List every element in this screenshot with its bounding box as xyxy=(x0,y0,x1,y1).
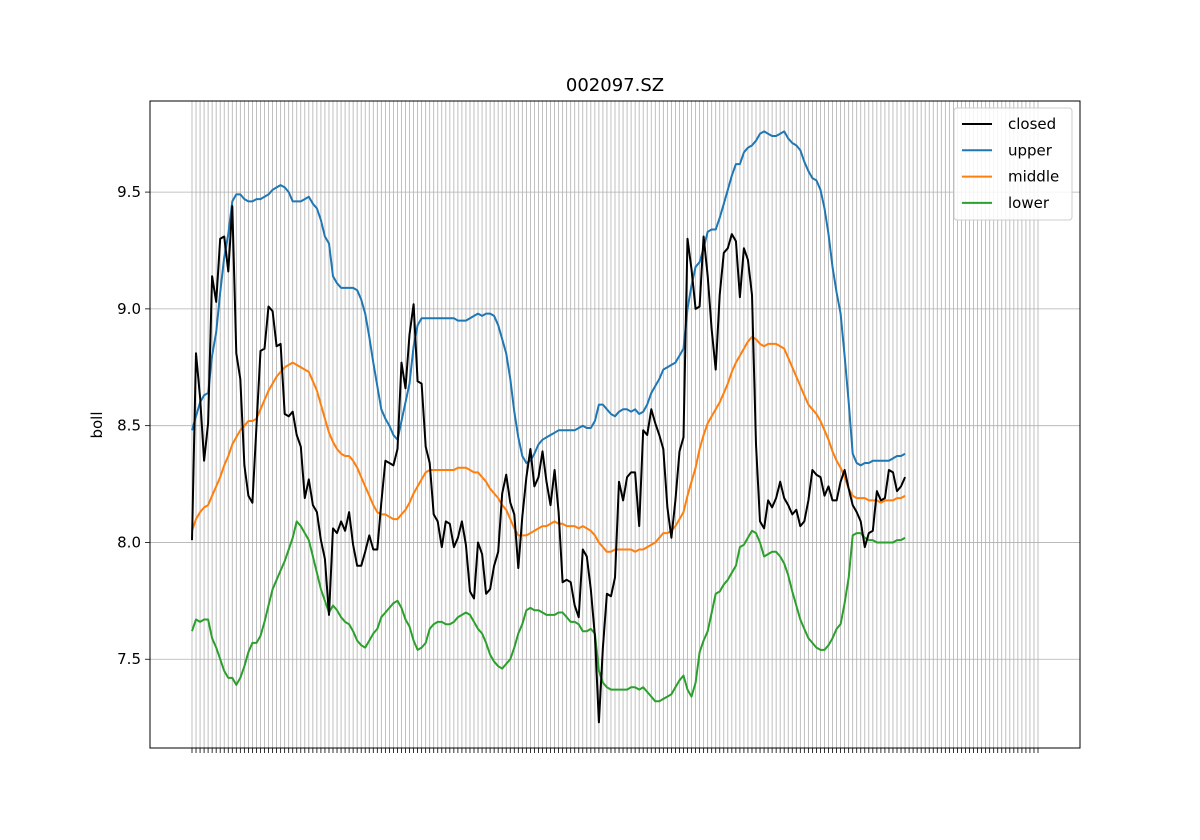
y-tick-label: 8.5 xyxy=(117,417,141,435)
y-tick-label: 8.0 xyxy=(117,533,141,551)
series-line-closed xyxy=(191,205,907,724)
x-axis-ticks xyxy=(191,748,1039,753)
legend-label-lower: lower xyxy=(1008,194,1050,212)
x-gridlines xyxy=(191,101,1039,748)
y-tick-label: 9.5 xyxy=(117,183,141,201)
legend-label-closed: closed xyxy=(1008,115,1056,133)
chart-title: 002097.SZ xyxy=(566,75,664,96)
series-lines xyxy=(191,130,907,724)
y-axis-ticks: 7.5 8.0 8.5 9.0 9.5 xyxy=(117,183,150,668)
y-tick-label: 9.0 xyxy=(117,300,141,318)
legend-box xyxy=(953,107,1073,221)
y-gridlines xyxy=(150,191,1080,660)
y-tick-label: 7.5 xyxy=(117,650,141,668)
series-line-lower xyxy=(191,520,906,703)
series-line-upper xyxy=(191,130,906,467)
legend-label-middle: middle xyxy=(1008,168,1059,186)
legend-label-upper: upper xyxy=(1008,141,1053,159)
legend: closed upper middle lower xyxy=(953,107,1073,221)
series-line-middle xyxy=(191,335,906,553)
y-axis-label: boll xyxy=(88,411,106,438)
